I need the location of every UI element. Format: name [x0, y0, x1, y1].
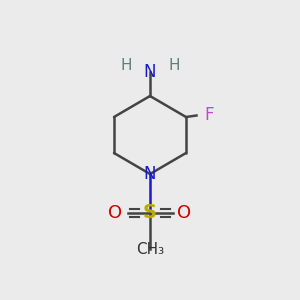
Text: N: N [144, 165, 156, 183]
Text: N: N [144, 63, 156, 81]
Text: H: H [120, 58, 132, 74]
Text: CH₃: CH₃ [136, 242, 164, 256]
Text: O: O [177, 204, 192, 222]
Text: O: O [108, 204, 123, 222]
Text: F: F [204, 106, 214, 124]
Text: H: H [168, 58, 180, 74]
Text: S: S [143, 203, 157, 223]
